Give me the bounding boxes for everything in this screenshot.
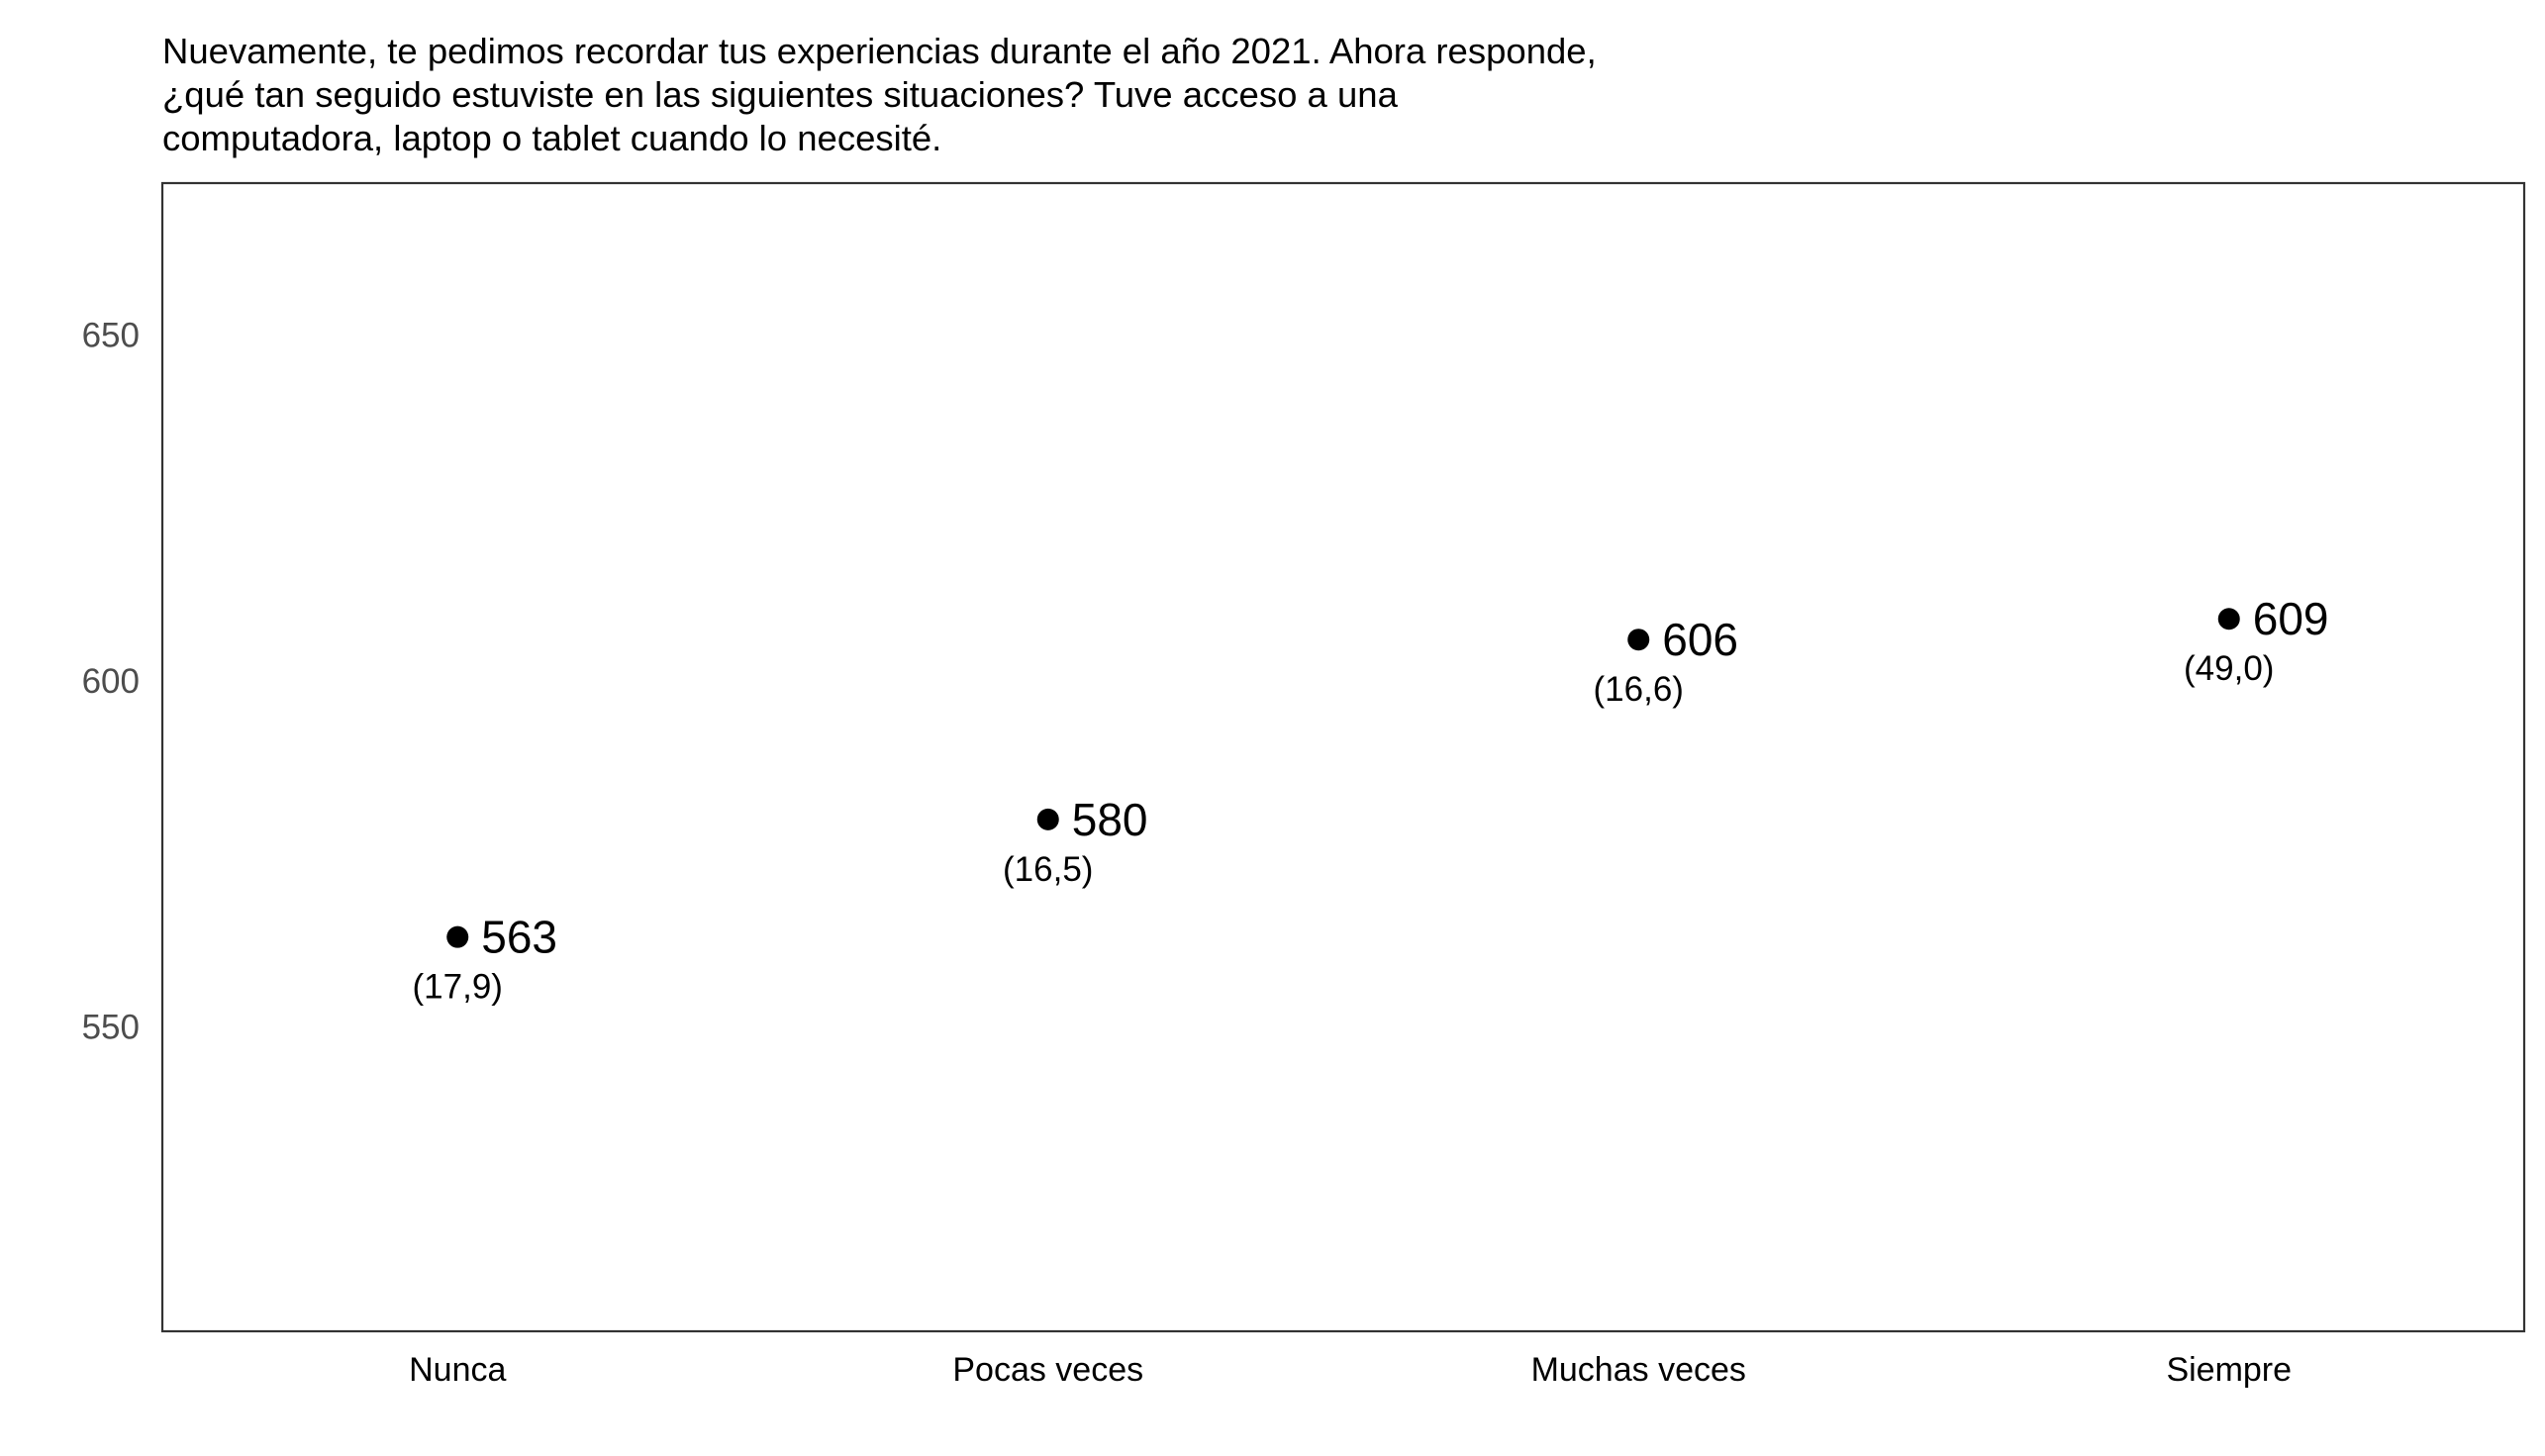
y-tick-label: 550 — [82, 1009, 140, 1047]
chart-title: Nuevamente, te pedimos recordar tus expe… — [162, 31, 1597, 158]
x-axis-ticks: Nunca Pocas veces Muchas veces Siempre — [409, 1351, 2292, 1389]
y-tick-label: 600 — [82, 662, 140, 701]
standard-error-label: (17,9) — [413, 968, 503, 1007]
data-labels: 563 (17,9) 580 (16,5) 606 (16,6) 609 (49,0) — [413, 593, 2329, 1006]
y-axis-ticks: 550 600 650 — [82, 317, 140, 1047]
value-label: 609 — [2253, 593, 2329, 644]
value-label: 580 — [1072, 794, 1148, 845]
data-points — [446, 608, 2240, 948]
standard-error-label: (16,5) — [1003, 850, 1093, 889]
x-tick-label: Siempre — [2166, 1351, 2292, 1389]
data-point — [1036, 808, 1059, 830]
plot-panel-border — [160, 181, 2526, 1333]
standard-error-label: (16,6) — [1594, 670, 1684, 709]
x-tick-label: Pocas veces — [952, 1351, 1143, 1389]
value-label: 563 — [481, 912, 557, 963]
x-tick-label: Nunca — [409, 1351, 506, 1389]
data-point — [1627, 629, 1650, 651]
standard-error-label: (49,0) — [2184, 649, 2274, 688]
data-point — [446, 925, 469, 948]
x-tick-label: Muchas veces — [1531, 1351, 1746, 1389]
value-label: 606 — [1662, 614, 1738, 665]
y-tick-label: 650 — [82, 317, 140, 355]
data-point — [2217, 608, 2240, 631]
